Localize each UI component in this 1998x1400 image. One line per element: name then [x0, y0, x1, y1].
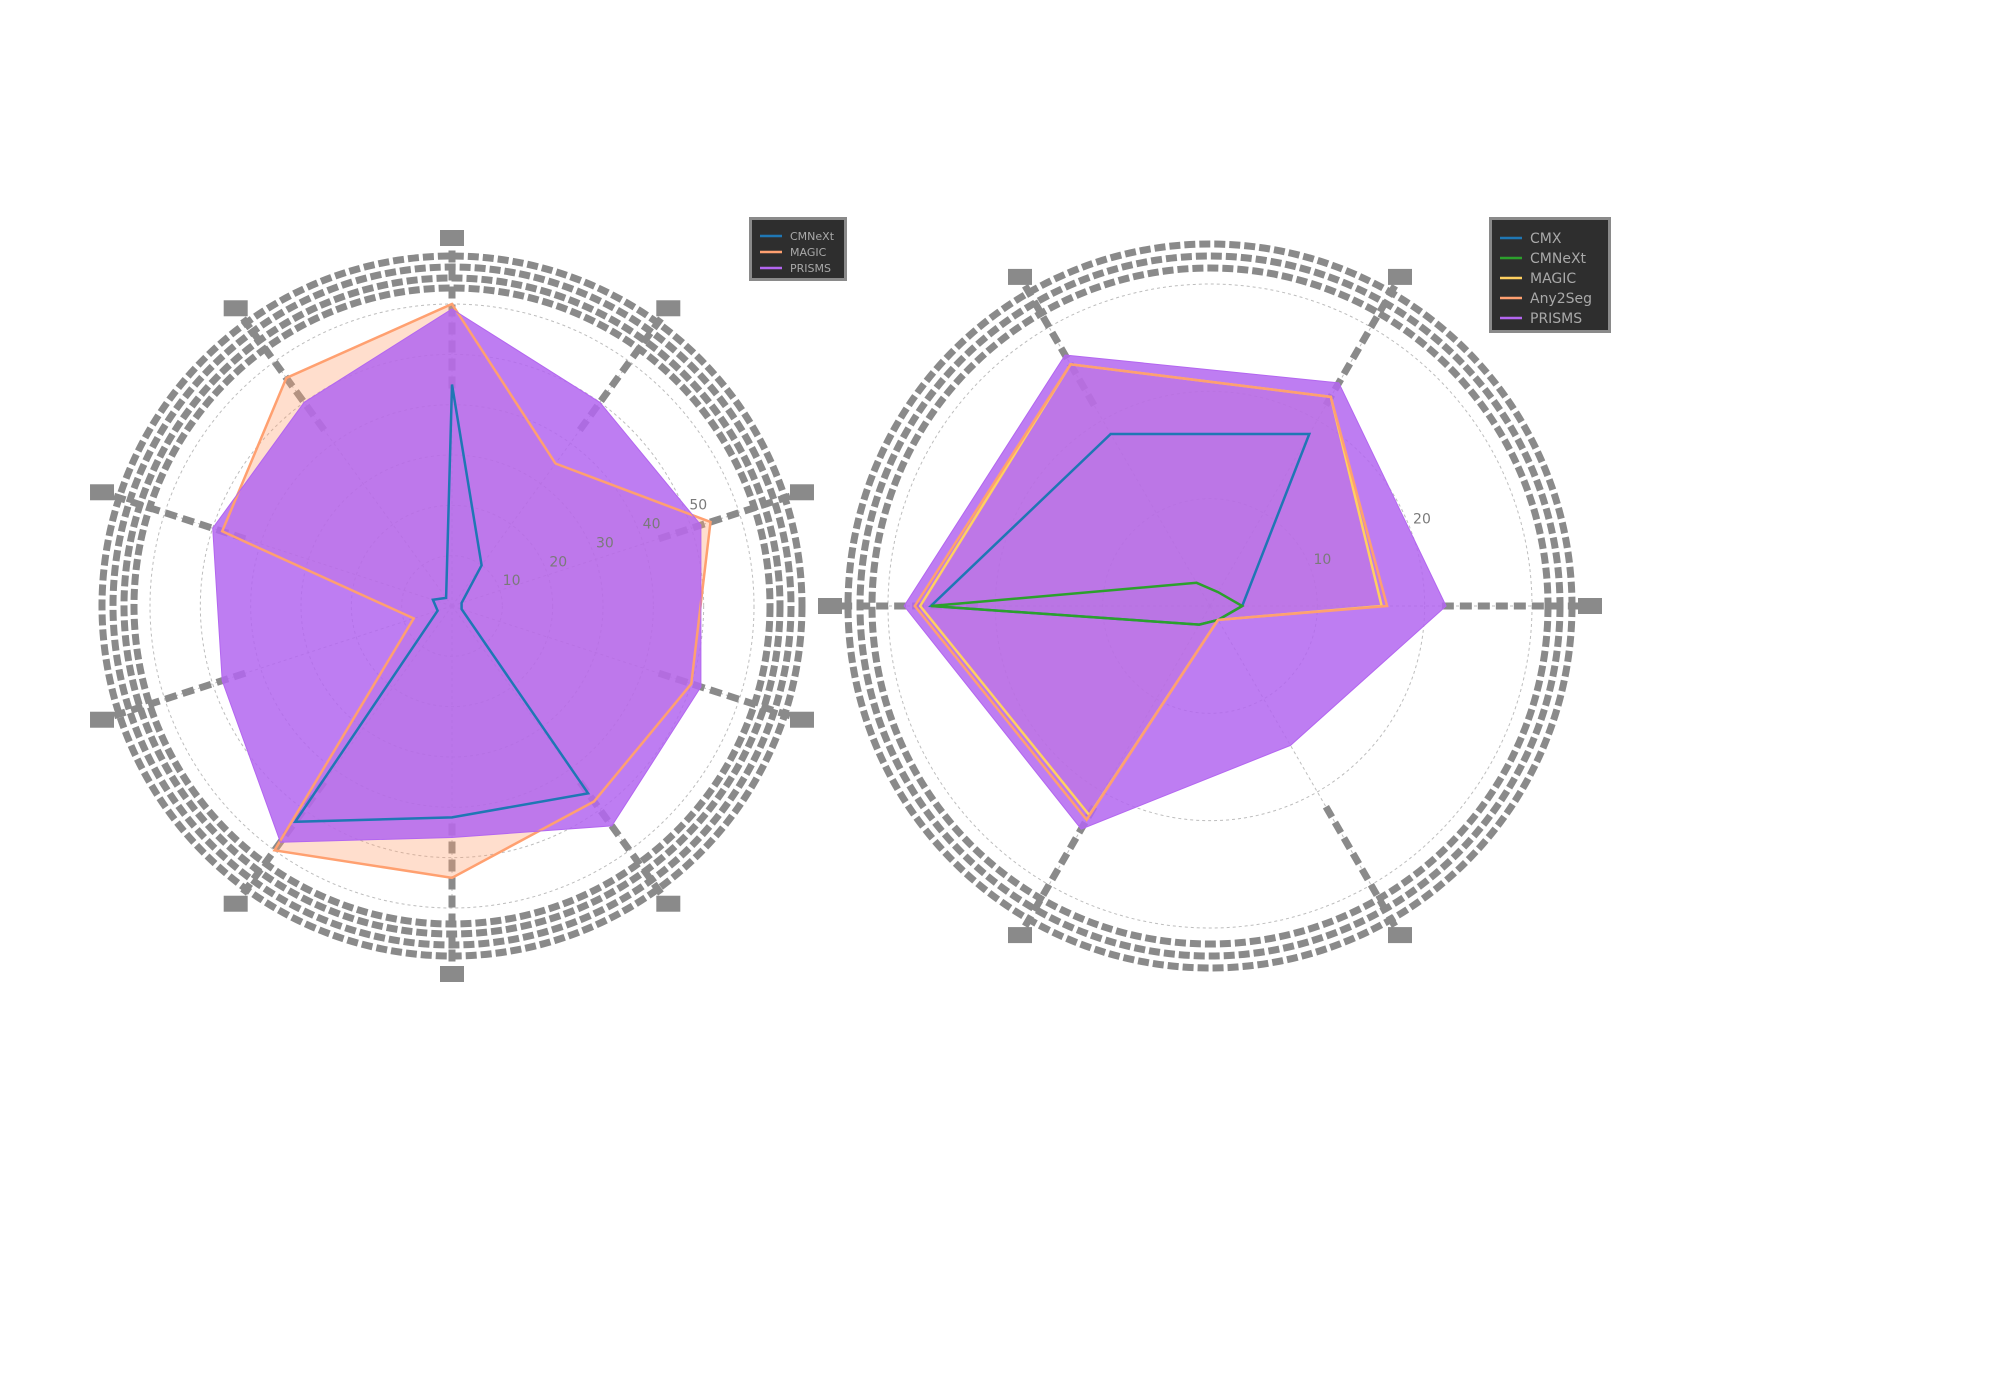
spoke-end-marker [1008, 268, 1032, 285]
grid-ring [199, 353, 705, 859]
spoke-end-marker [656, 300, 681, 317]
spoke-end-marker [656, 895, 681, 912]
legend-label-prisms: PRISMS [1530, 311, 1582, 327]
legend-label-prisms: PRISMS [790, 262, 831, 275]
series-area-prisms [212, 309, 701, 843]
legend-label-cmx: CMX [1530, 231, 1562, 247]
spoke-decoration [100, 669, 247, 724]
series-line-magic [220, 302, 712, 880]
legend-label-any2seg: Any2Seg [1530, 291, 1592, 307]
spoke-end-marker [440, 966, 464, 982]
legend-label-cmnext: CMNeXt [1530, 251, 1587, 267]
spoke-end-marker [789, 711, 814, 728]
radial-tick-label: 50 [689, 498, 707, 514]
spoke-end-marker [789, 484, 814, 501]
spoke-end-marker [1578, 598, 1602, 614]
spoke-end-marker [818, 598, 842, 614]
series-line-prisms [903, 354, 1447, 830]
radial-tick-label: 20 [1413, 512, 1431, 528]
legend-label-magic: MAGIC [790, 246, 827, 259]
spoke-end-marker [440, 230, 464, 246]
series-area-prisms [904, 355, 1447, 830]
radial-tick-label: 30 [596, 535, 614, 551]
series-line-prisms [212, 308, 702, 843]
legend-label-cmnext: CMNeXt [790, 230, 835, 243]
radial-tick-label: 10 [1314, 552, 1332, 568]
radial-tick-label: 20 [549, 554, 567, 570]
series-line-any2seg [913, 362, 1389, 822]
outer-ring [868, 264, 1552, 948]
radar-chart-right: 10 20 CMX CMNeXt MAGIC Any2Seg PRISMS [818, 217, 1611, 972]
radial-tick-label: 40 [643, 517, 661, 533]
radial-tick-label: 10 [503, 573, 521, 589]
legend-label-magic: MAGIC [1530, 271, 1576, 287]
legend: CMNeXt MAGIC PRISMS [749, 217, 847, 281]
legend: CMX CMNeXt MAGIC Any2Seg PRISMS [1489, 217, 1611, 333]
spoke-decoration [1322, 805, 1404, 937]
spoke-end-marker [1388, 927, 1412, 944]
radar-chart-left: 10 20 30 40 50 CMNeXt MAGIC PRISMS [90, 217, 847, 982]
spoke-end-marker [90, 484, 115, 501]
spoke-end-marker [223, 300, 248, 317]
spoke-end-marker [223, 895, 248, 912]
spoke-end-marker [1388, 268, 1412, 285]
spoke-end-marker [90, 711, 115, 728]
series-line-cmnext [292, 384, 591, 824]
spoke-end-marker [1008, 927, 1032, 944]
outer-ring [109, 263, 795, 949]
